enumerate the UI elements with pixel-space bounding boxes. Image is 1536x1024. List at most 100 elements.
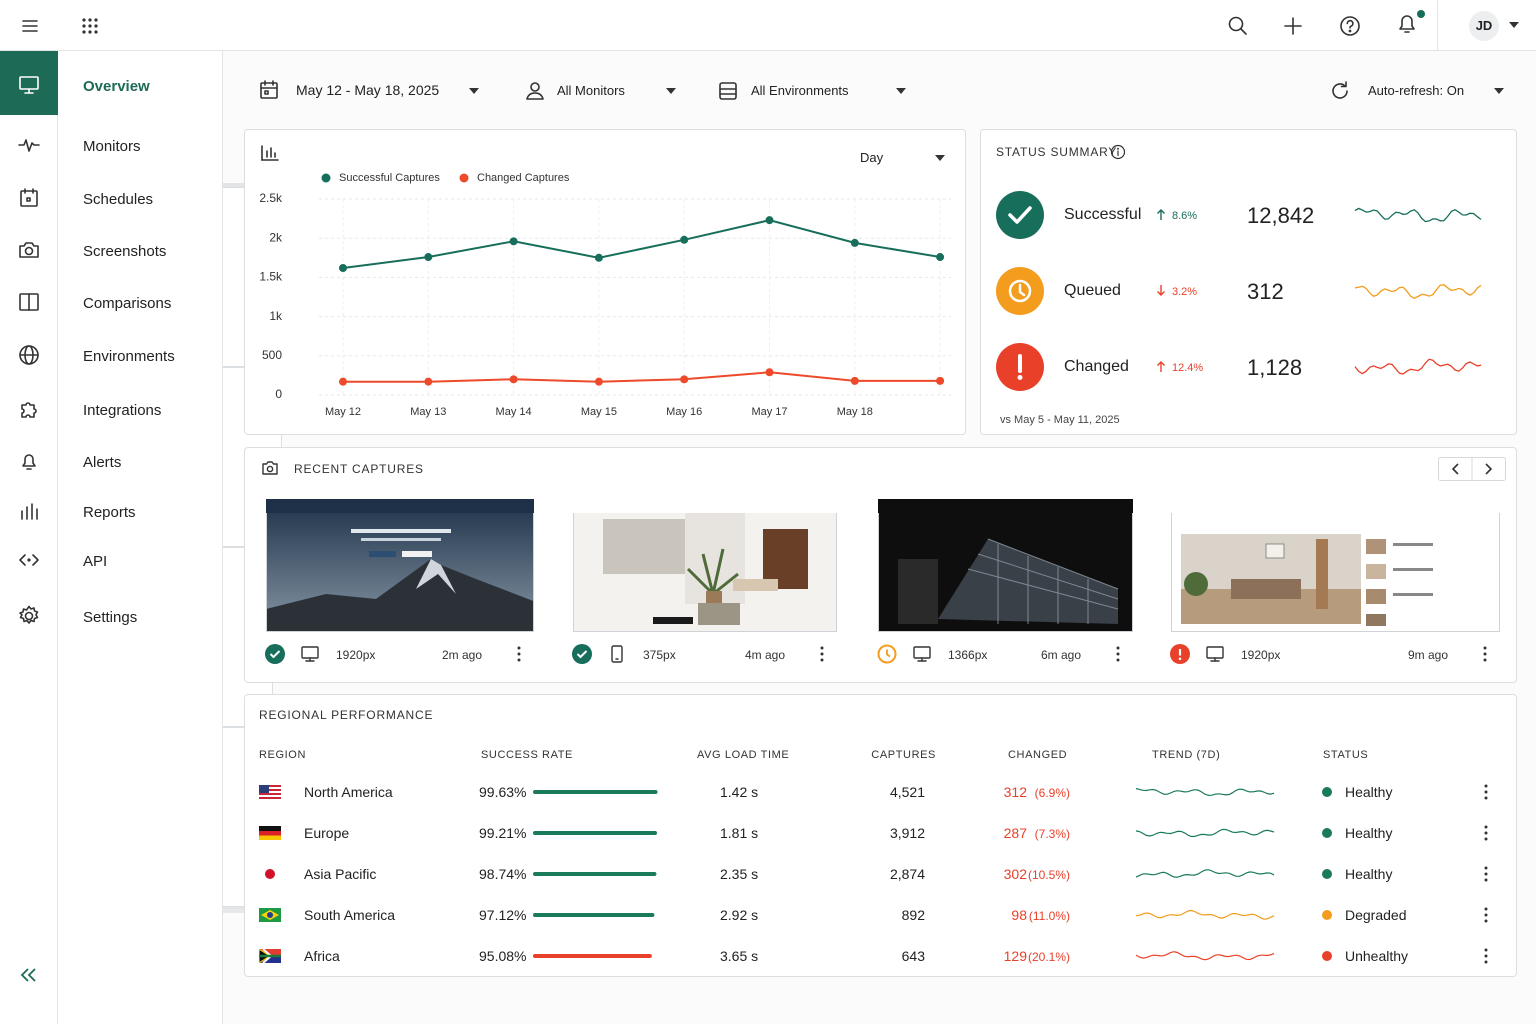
menu-button[interactable] (18, 14, 42, 38)
sparkline (1135, 828, 1275, 838)
collapse-button[interactable] (16, 963, 42, 987)
x-tick-label: May 13 (410, 406, 446, 418)
pager[interactable] (1438, 457, 1506, 481)
monitors-caret[interactable] (665, 86, 677, 96)
nav-icon[interactable] (17, 604, 41, 628)
apps-button[interactable] (78, 14, 102, 38)
capture-thumbnail (1171, 499, 1500, 632)
nav-icon[interactable] (17, 73, 41, 97)
row-menu[interactable] (1481, 824, 1491, 842)
trend-sparkline (1135, 951, 1275, 961)
capture-status-icon (877, 644, 897, 664)
y-tick-label: 500 (262, 348, 282, 362)
legend-swatch (459, 173, 469, 183)
user-menu-caret[interactable] (1508, 20, 1520, 30)
changed: 98 (1011, 907, 1027, 923)
chart-card (244, 129, 966, 435)
user-icon (526, 82, 544, 100)
region-name: Asia Pacific (304, 866, 377, 882)
data-point (594, 377, 603, 386)
line-series (343, 371, 941, 383)
row-menu[interactable] (1481, 783, 1491, 801)
help-button[interactable] (1338, 14, 1362, 38)
nav-panel (58, 51, 223, 1024)
status-dot (1322, 828, 1332, 838)
trend-arrow (1157, 360, 1165, 372)
icon-rail (0, 51, 58, 1024)
data-point (936, 253, 945, 262)
nav-item[interactable]: Screenshots (83, 243, 167, 260)
capture-menu[interactable] (1480, 645, 1490, 663)
auto-refresh-caret[interactable] (1493, 86, 1505, 96)
avg-load-time: 2.92 s (720, 907, 759, 923)
x-tick-label: May 14 (496, 406, 532, 418)
nav-item[interactable]: Reports (83, 504, 136, 521)
nav-item[interactable]: Environments (83, 348, 175, 365)
capture-menu[interactable] (514, 645, 524, 663)
nav-icon[interactable] (17, 343, 41, 367)
granularity-caret[interactable] (934, 153, 946, 163)
top-bar: JD (0, 0, 1536, 51)
date-caret[interactable] (468, 86, 480, 96)
sparkline (1354, 358, 1482, 375)
regional-card (244, 694, 1517, 977)
nav-item[interactable]: Monitors (83, 138, 141, 155)
data-point (765, 216, 774, 225)
line-series (342, 219, 941, 269)
flag (265, 869, 275, 879)
nav-icon[interactable] (17, 397, 41, 421)
captures: 3,912 (889, 825, 925, 841)
device-icon (611, 645, 623, 663)
notifications-button[interactable] (1394, 10, 1426, 38)
capture-resolution: 1366px (948, 648, 988, 662)
row-menu[interactable] (1481, 906, 1491, 924)
data-point (850, 376, 859, 385)
nav-icon[interactable] (17, 186, 41, 210)
legend-label: Successful Captures (339, 172, 440, 184)
y-tick-label: 0 (275, 387, 282, 401)
status-change: 3.2% (1172, 286, 1198, 298)
captures: 892 (901, 907, 925, 923)
nav-item[interactable]: Settings (83, 609, 138, 626)
environments-caret[interactable] (895, 86, 907, 96)
capture-menu[interactable] (817, 645, 827, 663)
camera-icon (262, 461, 278, 475)
column-header: REGION (259, 749, 306, 761)
success-rate-bar (533, 954, 652, 958)
nav-item[interactable]: Comparisons (83, 295, 172, 312)
sparkline (1135, 951, 1275, 961)
nav-item[interactable]: Integrations (83, 402, 162, 419)
status-value: 312 (1247, 279, 1284, 304)
nav-item[interactable]: Schedules (83, 191, 154, 208)
avg-load-time: 3.65 s (720, 948, 759, 964)
nav-icon[interactable] (17, 449, 41, 473)
nav-icon[interactable] (17, 290, 41, 314)
nav-item[interactable]: Alerts (83, 454, 122, 471)
nav-icon[interactable] (17, 499, 41, 523)
region-status: Degraded (1345, 907, 1407, 923)
sparkline (1354, 284, 1482, 300)
nav-icon[interactable] (17, 548, 41, 572)
column-header: TREND (7D) (1152, 749, 1221, 761)
user-avatar[interactable]: JD (1469, 11, 1499, 41)
row-menu[interactable] (1481, 865, 1491, 883)
search-button[interactable] (1226, 14, 1250, 38)
nav-item[interactable]: Overview (83, 78, 150, 95)
changed-pct: (20.1%) (1027, 950, 1070, 964)
add-button[interactable] (1281, 14, 1305, 38)
capture-status-icon (1170, 644, 1190, 664)
capture-resolution: 1920px (1241, 648, 1281, 662)
capture-menu[interactable] (1113, 645, 1123, 663)
success-bar (533, 831, 658, 835)
data-point (936, 376, 945, 385)
flag (259, 785, 281, 799)
nav-icon[interactable] (17, 238, 41, 262)
device-icon (301, 646, 319, 662)
row-menu[interactable] (1481, 947, 1491, 965)
flag (259, 908, 281, 922)
success-rate: 99.21% (479, 825, 527, 841)
trend-sparkline (1135, 828, 1275, 838)
nav-icon[interactable] (17, 133, 41, 157)
calendar-icon (260, 80, 278, 99)
nav-item[interactable]: API (83, 553, 108, 570)
